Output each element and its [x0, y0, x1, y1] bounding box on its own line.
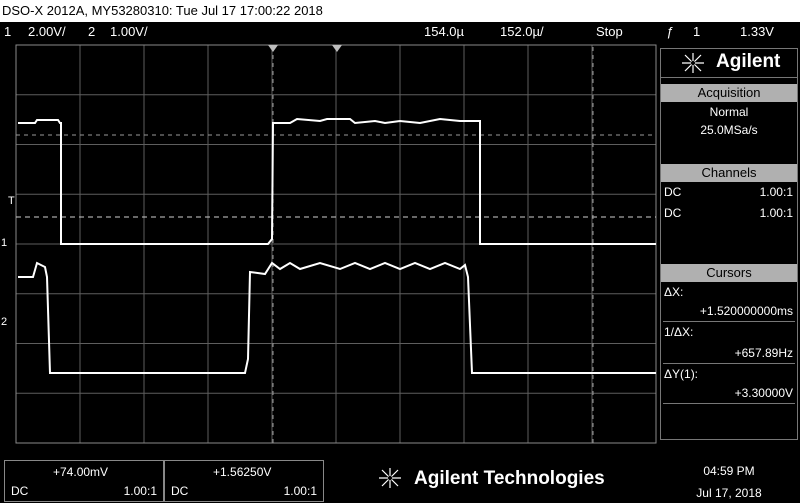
cursors-header[interactable]: Cursors — [661, 264, 797, 282]
ch2-number[interactable]: 2 — [88, 24, 96, 39]
ch2-scale[interactable]: 1.00V/ — [110, 24, 148, 39]
channels-header[interactable]: Channels — [661, 164, 797, 182]
cursor-divider — [663, 321, 795, 322]
trigger-edge-icon: ƒ — [666, 24, 674, 39]
clock-time: 04:59 PM — [703, 464, 755, 478]
ch1-scale[interactable]: 2.00V/ — [28, 24, 66, 39]
brand-name: Agilent Technologies — [414, 468, 605, 489]
scope-display[interactable]: T 1 2 — [0, 41, 660, 448]
title-bar: DSO-X 2012A, MY53280310: Tue Jul 17 17:0… — [0, 0, 800, 22]
channel-1-probe: 1.00:1 — [759, 185, 793, 199]
clock: 04:59 PM Jul 17, 2018 — [660, 460, 798, 502]
cursor-divider — [663, 403, 795, 404]
channel-2-coupling: DC — [664, 206, 682, 220]
agilent-spark-icon — [379, 468, 401, 488]
agilent-logo: Agilent — [661, 49, 797, 78]
cursor-dx-value: +1.520000000ms — [699, 304, 793, 318]
agilent-technologies-logo: Agilent Technologies — [376, 466, 605, 495]
trigger-level[interactable]: 1.33V — [740, 24, 774, 39]
channel-1-coupling: DC — [664, 185, 682, 199]
cursor-inv-dx-label: 1/ΔX: — [664, 325, 694, 339]
ch2-bottom-box[interactable]: +1.56250V DC 1.00:1 — [164, 460, 324, 502]
ch1-number[interactable]: 1 — [4, 24, 12, 39]
clock-date: Jul 17, 2018 — [696, 486, 762, 500]
ch2-bottom-coupling: DC — [171, 484, 189, 498]
status-bar: 1 2.00V/ 2 1.00V/ 154.0µ 152.0µ/ Stop ƒ … — [0, 22, 800, 41]
cursor-dx-label: ΔX: — [664, 285, 684, 299]
cursor-divider — [663, 363, 795, 364]
cursor-dy-value: +3.30000V — [734, 386, 793, 400]
acquisition-rate: 25.0MSa/s — [700, 123, 758, 137]
ch2-offset-value: +1.56250V — [213, 465, 272, 479]
side-panel: Agilent Acquisition Normal 25.0MSa/s Cha… — [660, 48, 798, 440]
panel-brand: Agilent — [716, 51, 781, 72]
cursor-dy-label: ΔY(1): — [664, 367, 699, 381]
ch1-offset-value: +74.00mV — [53, 465, 109, 479]
agilent-spark-icon — [682, 53, 704, 73]
channel-2-trace — [18, 261, 656, 374]
run-state[interactable]: Stop — [596, 24, 623, 39]
trigger-level-marker[interactable]: T — [8, 195, 15, 207]
ch1-bottom-box[interactable]: +74.00mV DC 1.00:1 — [4, 460, 164, 502]
acquisition-mode: Normal — [709, 105, 749, 119]
time-scale[interactable]: 152.0µ/ — [500, 24, 544, 39]
window-title: DSO-X 2012A, MY53280310: Tue Jul 17 17:0… — [2, 3, 323, 18]
time-offset[interactable]: 154.0µ — [424, 24, 465, 39]
acquisition-header[interactable]: Acquisition — [661, 84, 797, 102]
ch2-bottom-probe: 1.00:1 — [283, 484, 317, 498]
cursor-x1-marker-icon[interactable] — [268, 45, 278, 52]
channel-2-probe: 1.00:1 — [759, 206, 793, 220]
ch1-bottom-probe: 1.00:1 — [123, 484, 157, 498]
trigger-source[interactable]: 1 — [693, 24, 701, 39]
ch1-ground-marker[interactable]: 1 — [1, 237, 8, 249]
waveform-area — [15, 44, 657, 444]
channel-1-trace — [18, 117, 656, 245]
ch1-bottom-coupling: DC — [11, 484, 29, 498]
bottom-bar: +74.00mV DC 1.00:1 +1.56250V DC 1.00:1 A… — [0, 456, 800, 503]
cursor-inv-dx-value: +657.89Hz — [734, 346, 793, 360]
ch2-ground-marker[interactable]: 2 — [1, 316, 8, 328]
trigger-position-marker-icon[interactable] — [332, 45, 342, 52]
